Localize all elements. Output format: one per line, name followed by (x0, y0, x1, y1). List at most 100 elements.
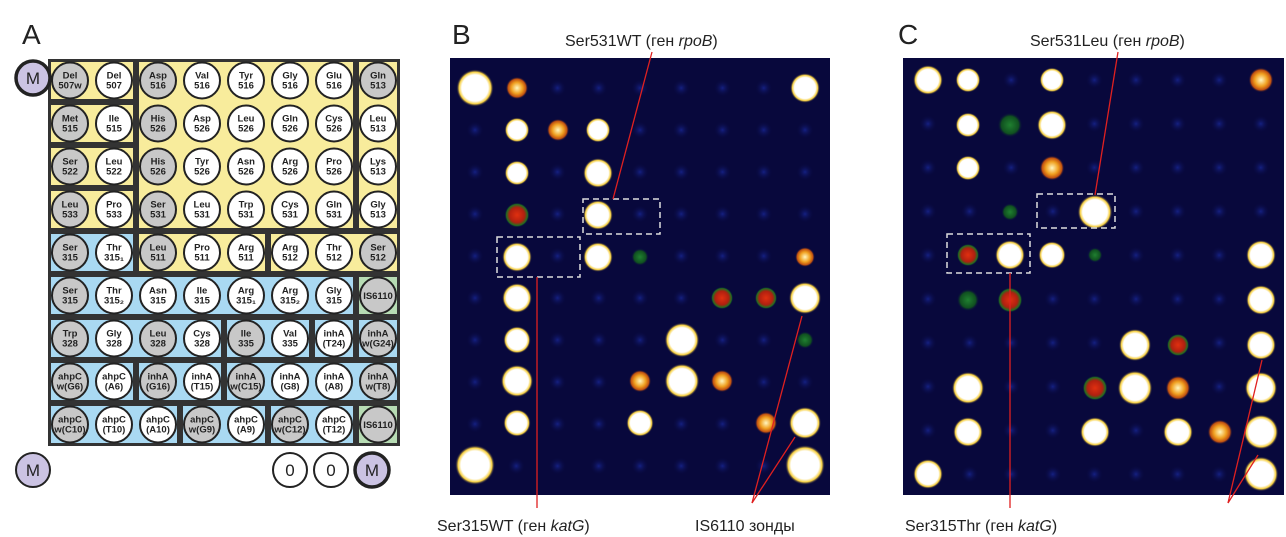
probe-line: (G16) (146, 382, 170, 393)
probe-line: w(C15) (229, 382, 261, 393)
background-spot (1169, 159, 1187, 177)
probe-name: Cys531 (281, 200, 298, 221)
background-spot (1044, 290, 1062, 308)
probe-name: Gly513 (370, 200, 386, 221)
probe-label: Ser315WT (ген katG) (437, 518, 590, 535)
probe-name: Thr315₂ (104, 286, 124, 307)
probe-line: 533 (106, 210, 122, 221)
background-spot (631, 331, 649, 349)
background-spot (961, 334, 979, 352)
probe-line: 533 (62, 210, 78, 221)
background-spot (1002, 334, 1020, 352)
probe-name: Gly516 (282, 71, 298, 92)
probe-line: 526 (238, 167, 254, 178)
probe-name: ahpC(A6) (102, 372, 126, 393)
probe-name: Asn315 (149, 286, 167, 307)
probe-line: (T15) (191, 382, 214, 393)
probe-name: inhA(T15) (191, 372, 214, 393)
probe-name: Tyr526 (194, 157, 210, 178)
marker-label: 0 (326, 461, 335, 480)
background-spot (466, 247, 484, 265)
gene-name: katG (1018, 518, 1052, 535)
background-spot (796, 121, 814, 139)
background-spot (590, 373, 608, 391)
background-spot (466, 163, 484, 181)
probe-name: Cys328 (193, 329, 210, 350)
probe-line: 526 (150, 167, 166, 178)
probe-line: 526 (238, 124, 254, 135)
hybridization-spot (1040, 68, 1065, 93)
background-spot (590, 289, 608, 307)
background-spot (1127, 246, 1145, 264)
hybridization-spot (665, 364, 700, 399)
probe-name: Leu522 (106, 157, 123, 178)
hybridization-spot (796, 331, 814, 349)
hybridization-spot (952, 372, 985, 405)
background-spot (796, 373, 814, 391)
probe-line: 531 (326, 210, 343, 221)
probe-label: Ser531Leu (ген rpoB) (1030, 33, 1185, 50)
background-spot (672, 415, 690, 433)
probe-line: 513 (370, 210, 386, 221)
probe-name: ahpC(T10) (102, 415, 126, 436)
hybridization-spot (502, 242, 532, 272)
background-spot (1252, 115, 1270, 133)
background-spot (672, 121, 690, 139)
background-spot (1169, 202, 1187, 220)
background-spot (507, 457, 525, 475)
panel-letter: B (452, 19, 471, 50)
background-spot (1169, 465, 1187, 483)
probe-name: inhA(G16) (146, 372, 170, 393)
probe-label: Ser315Thr (ген katG) (905, 518, 1057, 535)
label-part: ) (1052, 518, 1057, 535)
probe-line: (A10) (146, 425, 170, 436)
background-spot (549, 457, 567, 475)
hybridization-spot (1080, 417, 1110, 447)
background-spot (631, 163, 649, 181)
background-spot (672, 163, 690, 181)
probe-line: 315 (194, 296, 211, 307)
background-spot (919, 159, 937, 177)
hybridization-spot (626, 409, 654, 437)
probe-name: Val516 (194, 71, 210, 92)
hybridization-spot (456, 69, 494, 107)
hybridization-spot (1040, 156, 1065, 181)
probe-line: 328 (150, 339, 166, 350)
probe-line: 335 (282, 339, 299, 350)
hybridization-spot (913, 65, 943, 95)
probe-name: ahpC(A9) (234, 415, 258, 436)
probe-name: Ser522 (62, 157, 78, 178)
background-spot (714, 415, 732, 433)
hybridization-spot (785, 445, 825, 485)
probe-line: 526 (194, 124, 210, 135)
probe-line: (A9) (237, 425, 255, 436)
background-spot (919, 334, 937, 352)
background-spot (714, 331, 732, 349)
background-spot (549, 331, 567, 349)
marker-label: M (26, 69, 40, 88)
background-spot (672, 205, 690, 223)
background-spot (466, 373, 484, 391)
hybridization-spot (1245, 372, 1278, 405)
hybridization-spot (455, 445, 495, 485)
hybridization-spot (1249, 68, 1274, 93)
probe-line: 526 (282, 167, 298, 178)
probe-name: Trp328 (62, 329, 78, 350)
background-spot (919, 421, 937, 439)
background-spot (714, 79, 732, 97)
background-spot (714, 457, 732, 475)
hybridization-spot (998, 113, 1023, 138)
probe-line: w(C10) (53, 425, 85, 436)
probe-line: 526 (326, 167, 342, 178)
hybridization-spot (506, 77, 529, 100)
probe-name: Met515 (62, 114, 79, 135)
background-spot (755, 373, 773, 391)
background-spot (1127, 115, 1145, 133)
label-part: Ser531WT (ген (565, 33, 679, 50)
probe-line: IS6110 (363, 420, 393, 431)
probe-name: His526 (150, 114, 166, 135)
gene-name: rpoB (679, 33, 713, 50)
background-spot (1127, 71, 1145, 89)
background-spot (1210, 159, 1228, 177)
